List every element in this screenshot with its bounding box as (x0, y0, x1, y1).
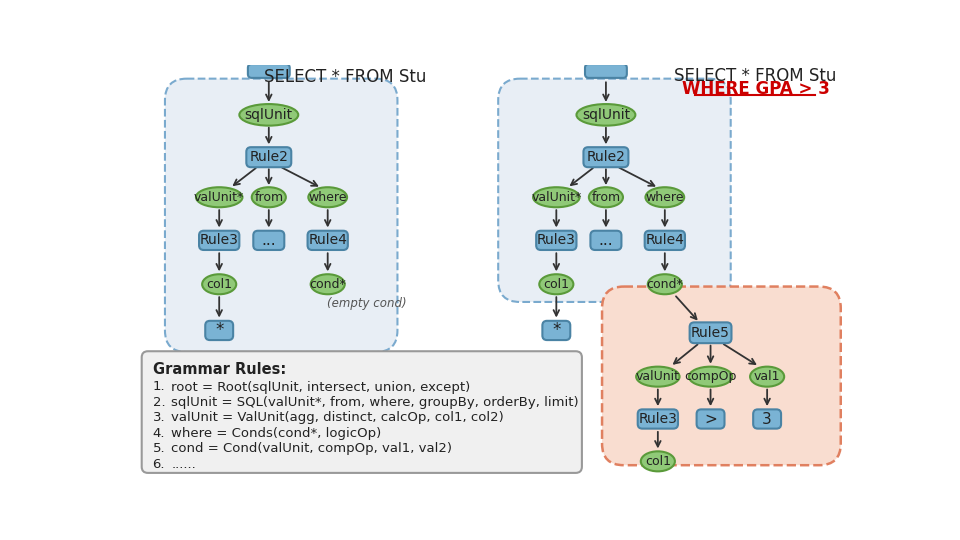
Text: Rule3: Rule3 (638, 412, 678, 426)
Ellipse shape (196, 187, 243, 207)
Text: ...: ... (261, 233, 276, 248)
FancyBboxPatch shape (253, 231, 284, 250)
FancyBboxPatch shape (248, 64, 290, 78)
Ellipse shape (750, 367, 784, 387)
Text: col1: col1 (206, 278, 232, 291)
Text: 2.: 2. (153, 396, 165, 409)
Text: Rule4: Rule4 (645, 233, 684, 247)
FancyBboxPatch shape (498, 79, 731, 302)
Ellipse shape (641, 451, 675, 471)
FancyBboxPatch shape (205, 321, 233, 340)
Ellipse shape (689, 367, 732, 387)
Text: root = Root(sqlUnit, intersect, union, except): root = Root(sqlUnit, intersect, union, e… (171, 381, 470, 394)
Text: from: from (254, 191, 283, 204)
Text: col1: col1 (543, 278, 569, 291)
FancyBboxPatch shape (689, 322, 732, 343)
Text: valUnit*: valUnit* (531, 191, 582, 204)
Text: Rule4: Rule4 (308, 233, 348, 247)
Text: Rule3: Rule3 (200, 233, 239, 247)
Text: 6.: 6. (153, 457, 165, 470)
Text: valUnit: valUnit (636, 370, 680, 383)
Text: val1: val1 (754, 370, 780, 383)
Text: 3.: 3. (153, 411, 165, 424)
Text: (empty cond): (empty cond) (326, 297, 406, 310)
Text: Grammar Rules:: Grammar Rules: (153, 362, 286, 377)
FancyBboxPatch shape (165, 79, 397, 352)
Text: where = Conds(cond*, logicOp): where = Conds(cond*, logicOp) (171, 427, 381, 440)
Ellipse shape (308, 187, 348, 207)
Text: Rule5: Rule5 (691, 326, 730, 340)
Text: 5.: 5. (153, 442, 165, 455)
Ellipse shape (648, 274, 682, 294)
Text: compOp: compOp (684, 370, 736, 383)
Ellipse shape (203, 274, 236, 294)
Text: ...: ... (599, 233, 613, 248)
Text: cond*: cond* (646, 278, 684, 291)
Text: sqlUnit: sqlUnit (582, 108, 630, 122)
Text: Rule3: Rule3 (537, 233, 576, 247)
FancyBboxPatch shape (199, 231, 239, 250)
Ellipse shape (311, 274, 345, 294)
Text: sqlUnit: sqlUnit (245, 108, 293, 122)
FancyBboxPatch shape (645, 231, 685, 250)
Text: where: where (645, 191, 684, 204)
Text: col1: col1 (645, 455, 671, 468)
Text: from: from (591, 191, 620, 204)
Ellipse shape (576, 104, 636, 126)
Text: >: > (705, 411, 717, 427)
Text: ......: ...... (171, 457, 196, 470)
Ellipse shape (645, 187, 684, 207)
Text: valUnit = ValUnit(agg, distinct, calcOp, col1, col2): valUnit = ValUnit(agg, distinct, calcOp,… (171, 411, 504, 424)
FancyBboxPatch shape (537, 231, 576, 250)
Text: 4.: 4. (153, 427, 165, 440)
FancyBboxPatch shape (307, 231, 348, 250)
Text: WHERE GPA > 3: WHERE GPA > 3 (682, 80, 829, 98)
FancyBboxPatch shape (585, 64, 627, 78)
Text: cond = Cond(valUnit, compOp, val1, val2): cond = Cond(valUnit, compOp, val1, val2) (171, 442, 452, 455)
Text: *: * (215, 321, 224, 340)
Text: Rule2: Rule2 (250, 150, 288, 164)
Text: sqlUnit = SQL(valUnit*, from, where, groupBy, orderBy, limit): sqlUnit = SQL(valUnit*, from, where, gro… (171, 396, 579, 409)
FancyBboxPatch shape (590, 231, 621, 250)
FancyBboxPatch shape (542, 321, 570, 340)
Ellipse shape (540, 274, 573, 294)
FancyBboxPatch shape (697, 409, 725, 429)
Text: valUnit*: valUnit* (194, 191, 245, 204)
FancyBboxPatch shape (602, 287, 841, 465)
FancyBboxPatch shape (584, 147, 629, 167)
Text: SELECT * FROM Stu: SELECT * FROM Stu (674, 66, 837, 85)
Text: 3: 3 (762, 411, 772, 427)
Text: Rule2: Rule2 (587, 150, 625, 164)
FancyBboxPatch shape (637, 409, 678, 429)
FancyBboxPatch shape (142, 351, 582, 473)
Ellipse shape (252, 187, 286, 207)
Text: cond*: cond* (309, 278, 346, 291)
Text: SELECT * FROM Stu: SELECT * FROM Stu (264, 68, 426, 86)
Ellipse shape (239, 104, 299, 126)
FancyBboxPatch shape (754, 409, 781, 429)
Text: where: where (308, 191, 347, 204)
Text: 1.: 1. (153, 381, 165, 394)
Ellipse shape (533, 187, 580, 207)
Text: *: * (552, 321, 561, 340)
Ellipse shape (588, 187, 623, 207)
Ellipse shape (636, 367, 680, 387)
FancyBboxPatch shape (247, 147, 291, 167)
